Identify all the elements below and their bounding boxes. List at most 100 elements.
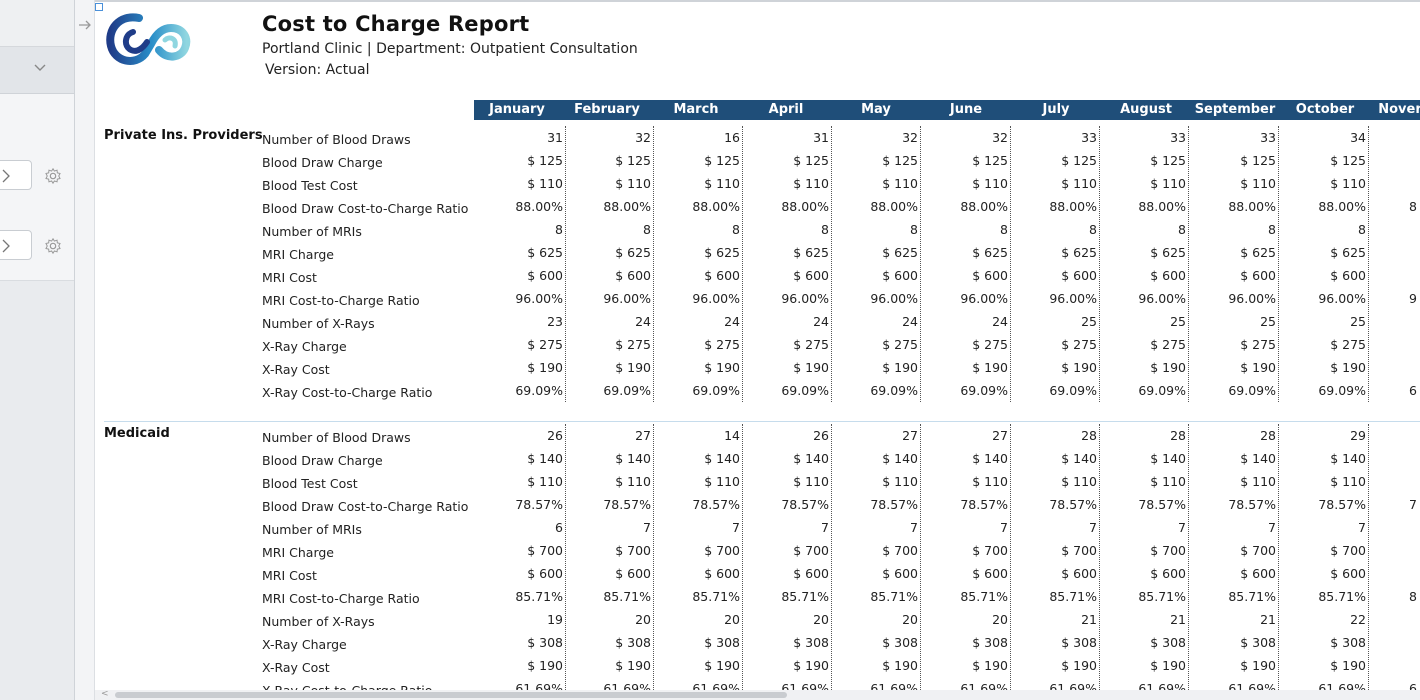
table-cell: $ 600	[615, 566, 651, 581]
table-cell: $ 700	[972, 543, 1008, 558]
column-divider	[831, 126, 832, 402]
table-cell: 69.09%	[1049, 383, 1097, 398]
table-cell: 96.00%	[603, 291, 651, 306]
column-divider	[565, 126, 566, 402]
table-cell: $ 125	[615, 153, 651, 168]
row-label: MRI Charge	[262, 247, 334, 262]
parameter-input-1[interactable]	[0, 160, 32, 190]
parameter-input-2[interactable]	[0, 230, 32, 260]
table-cell: 69.09%	[870, 383, 918, 398]
table-cell: $ 125	[704, 153, 740, 168]
table-cell-clipped: 6	[1409, 681, 1417, 696]
chevron-right-icon[interactable]	[1, 169, 11, 183]
table-cell: 69.09%	[1318, 383, 1366, 398]
column-divider	[1278, 126, 1279, 402]
column-divider	[920, 424, 921, 700]
table-cell: $ 140	[527, 451, 563, 466]
table-cell: $ 110	[615, 176, 651, 191]
scrollbar-thumb[interactable]	[115, 692, 787, 698]
table-cell: $ 110	[1061, 176, 1097, 191]
table-cell: 31	[813, 130, 829, 145]
table-cell: $ 190	[615, 658, 651, 673]
table-cell: 8	[821, 222, 829, 237]
table-cell: $ 110	[1061, 474, 1097, 489]
table-cell: 16	[724, 130, 740, 145]
table-cell: 78.57%	[870, 497, 918, 512]
table-cell: $ 110	[704, 176, 740, 191]
month-header-7: August	[1120, 102, 1172, 117]
table-cell: 69.09%	[1228, 383, 1276, 398]
left-panel	[0, 0, 75, 700]
table-cell: 32	[902, 130, 918, 145]
table-cell: 96.00%	[692, 291, 740, 306]
table-cell: $ 600	[1150, 566, 1186, 581]
panel-toggle-strip[interactable]	[75, 0, 95, 700]
table-cell: 24	[724, 314, 740, 329]
table-cell: 88.00%	[870, 199, 918, 214]
table-cell: $ 600	[972, 268, 1008, 283]
table-cell: 88.00%	[692, 199, 740, 214]
table-cell: $ 190	[704, 658, 740, 673]
table-cell: 7	[1089, 520, 1097, 535]
table-cell: $ 700	[1240, 543, 1276, 558]
table-cell: $ 600	[1330, 566, 1366, 581]
table-cell: $ 125	[1240, 153, 1276, 168]
panel-dropdown[interactable]	[0, 47, 74, 94]
table-cell: 8	[910, 222, 918, 237]
table-cell: $ 190	[704, 360, 740, 375]
table-cell: $ 275	[704, 337, 740, 352]
table-cell: $ 308	[972, 635, 1008, 650]
table-cell: $ 600	[1240, 268, 1276, 283]
row-label: MRI Cost-to-Charge Ratio	[262, 293, 420, 308]
table-cell: 31	[547, 130, 563, 145]
gear-icon[interactable]	[44, 167, 62, 185]
table-cell: 7	[732, 520, 740, 535]
table-cell: 20	[724, 612, 740, 627]
arrow-right-icon[interactable]	[78, 18, 92, 32]
row-label: Blood Draw Charge	[262, 155, 383, 170]
table-cell: $ 110	[1150, 474, 1186, 489]
scroll-left-icon[interactable]: <	[101, 689, 109, 699]
left-panel-header	[0, 0, 74, 47]
table-cell: 88.00%	[781, 199, 829, 214]
table-cell: 85.71%	[1318, 589, 1366, 604]
table-cell: 78.57%	[692, 497, 740, 512]
table-cell: $ 700	[704, 543, 740, 558]
table-cell: 7	[1178, 520, 1186, 535]
table-cell: $ 110	[527, 176, 563, 191]
row-label: Blood Draw Cost-to-Charge Ratio	[262, 201, 469, 216]
horizontal-scrollbar[interactable]: <	[95, 689, 1420, 700]
table-cell: 24	[635, 314, 651, 329]
selection-handle[interactable]	[95, 3, 103, 11]
gear-icon[interactable]	[44, 237, 62, 255]
report-canvas: Cost to Charge Report Portland Clinic | …	[95, 0, 1420, 700]
table-cell: $ 625	[527, 245, 563, 260]
table-cell: $ 308	[793, 635, 829, 650]
table-cell: $ 625	[1240, 245, 1276, 260]
chevron-right-icon[interactable]	[1, 239, 11, 253]
column-divider	[742, 424, 743, 700]
report-version: Version: Actual	[265, 62, 370, 78]
column-divider	[565, 424, 566, 700]
chevron-down-icon[interactable]	[34, 61, 46, 73]
table-cell: $ 308	[704, 635, 740, 650]
table-cell: 25	[1170, 314, 1186, 329]
table-cell: 28	[1260, 428, 1276, 443]
table-cell: 27	[992, 428, 1008, 443]
table-cell: $ 275	[1330, 337, 1366, 352]
table-cell: $ 625	[972, 245, 1008, 260]
row-label: MRI Cost	[262, 270, 317, 285]
table-cell: 8	[1178, 222, 1186, 237]
column-divider	[1368, 126, 1369, 402]
table-cell: $ 600	[704, 268, 740, 283]
row-label: Number of MRIs	[262, 522, 362, 537]
table-cell: $ 140	[704, 451, 740, 466]
table-cell: $ 190	[1240, 360, 1276, 375]
table-cell: $ 190	[1330, 658, 1366, 673]
table-cell: $ 625	[704, 245, 740, 260]
table-cell: $ 275	[527, 337, 563, 352]
table-cell: $ 308	[527, 635, 563, 650]
month-header-10: Nover	[1378, 102, 1420, 117]
table-cell: $ 190	[1061, 360, 1097, 375]
table-cell: $ 125	[1330, 153, 1366, 168]
